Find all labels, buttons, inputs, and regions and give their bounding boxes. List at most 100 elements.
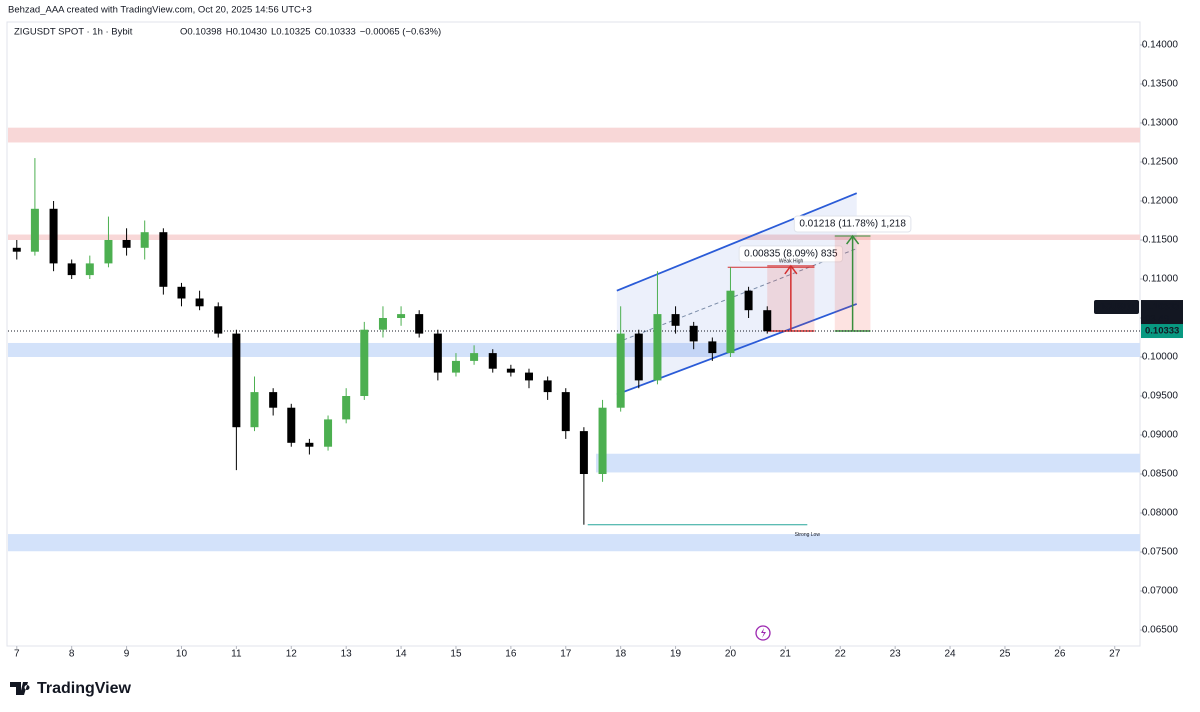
candle-body xyxy=(579,431,588,475)
y-tick-label: 0.14000 xyxy=(1142,40,1179,51)
x-tick-label: 7 xyxy=(14,649,20,660)
header: Behzad_AAA created with TradingView.com,… xyxy=(8,5,312,16)
candle-body xyxy=(451,360,460,373)
y-tick-label: 0.09500 xyxy=(1142,391,1179,402)
weak-high-label: Weak High xyxy=(779,259,804,265)
candle-body xyxy=(671,314,680,326)
ohlc-legend: −0.00065 (−0.63%) xyxy=(360,27,441,38)
y-tick-label: 0.09000 xyxy=(1142,430,1179,441)
footer-logo xyxy=(10,682,30,695)
candle-body xyxy=(598,407,607,475)
y-tick-label: 0.11500 xyxy=(1143,235,1179,246)
x-tick-label: 26 xyxy=(1054,649,1066,660)
candle-body xyxy=(378,317,387,330)
x-tick-label: 22 xyxy=(835,649,847,660)
candle-body xyxy=(744,290,753,311)
measure-arrowhead xyxy=(846,234,860,245)
zone xyxy=(8,127,1140,143)
x-tick-label: 11 xyxy=(231,649,242,660)
channel-fill xyxy=(616,193,857,395)
y-tick-label: 0.08000 xyxy=(1142,508,1179,519)
ohlc-legend: C0.10333 xyxy=(315,27,356,38)
candle-body xyxy=(543,380,552,393)
candle-body xyxy=(397,314,406,318)
x-tick-label: 19 xyxy=(670,649,682,660)
y-tick-label: 0.06500 xyxy=(1142,625,1179,636)
x-tick-label: 8 xyxy=(69,649,75,660)
candle-body xyxy=(726,290,735,354)
brand: TradingView xyxy=(37,680,132,697)
candle-body xyxy=(470,353,479,361)
strong-low-label: Strong Low xyxy=(795,532,821,538)
last-price-tag: 0.10333 xyxy=(1145,326,1179,337)
x-tick-label: 23 xyxy=(890,649,902,660)
y-tick-label: 0.13500 xyxy=(1142,79,1179,90)
candle-body xyxy=(232,333,241,428)
candle-body xyxy=(616,333,625,408)
candle-body xyxy=(305,442,314,447)
candle-body xyxy=(104,239,113,264)
candle-body xyxy=(488,353,497,369)
lightning-icon xyxy=(755,625,771,641)
candle-body xyxy=(269,392,278,408)
candle-body xyxy=(85,263,94,276)
candle-body xyxy=(250,392,259,428)
zone xyxy=(595,453,1140,473)
candle-body xyxy=(763,310,772,332)
x-tick-label: 20 xyxy=(725,649,737,660)
x-tick-label: 9 xyxy=(124,649,130,660)
channel-line xyxy=(616,192,858,292)
price-tag: 0.10333 xyxy=(1145,302,1179,313)
measure-arrowhead xyxy=(784,264,798,275)
candle-body xyxy=(360,329,369,397)
x-tick-label: 15 xyxy=(450,649,462,660)
ohlc-legend: L0.10325 xyxy=(271,27,311,38)
candle-body xyxy=(12,247,21,252)
y-tick-label: 0.12500 xyxy=(1142,157,1179,168)
x-tick-label: 25 xyxy=(999,649,1011,660)
x-tick-label: 24 xyxy=(944,649,956,660)
x-tick-label: 18 xyxy=(615,649,627,660)
ohlc-legend: O0.10398 xyxy=(180,27,222,38)
candle-body xyxy=(49,208,58,264)
y-tick-label: 0.11000 xyxy=(1143,274,1179,285)
candle-body xyxy=(708,341,717,354)
price-tag-bg xyxy=(1141,300,1183,328)
candle-body xyxy=(561,392,570,432)
ohlc-legend: H0.10430 xyxy=(226,27,267,38)
y-tick-label: 0.07500 xyxy=(1142,547,1179,558)
x-tick-label: 13 xyxy=(341,649,353,660)
candle-body xyxy=(506,368,515,373)
measure-label-bg xyxy=(793,215,912,233)
candle-body xyxy=(122,239,131,248)
y-tick-label: 0.08500 xyxy=(1142,469,1179,480)
x-tick-label: 16 xyxy=(505,649,517,660)
y-tick-label: 0.13000 xyxy=(1142,118,1179,129)
candle-body xyxy=(433,333,442,373)
candle-body xyxy=(689,325,698,342)
candle-body xyxy=(342,396,351,420)
countdown: 03:49 xyxy=(1145,314,1169,325)
x-tick-label: 21 xyxy=(780,649,792,660)
candle-body xyxy=(634,333,643,381)
candle-body xyxy=(195,298,204,307)
candle-body xyxy=(30,208,39,252)
x-tick-label: 12 xyxy=(286,649,298,660)
zone xyxy=(8,534,1140,552)
candle-body xyxy=(67,263,76,276)
symbol-tag: ZIGUSDT xyxy=(1096,301,1136,311)
candle-body xyxy=(415,314,424,334)
y-tick-label: 0.10000 xyxy=(1142,352,1179,363)
chart-title: ZIGUSDT SPOT · 1h · Bybit xyxy=(14,27,133,38)
candle-body xyxy=(287,407,296,443)
candle-body xyxy=(524,372,533,381)
candle-body xyxy=(159,232,168,287)
x-tick-label: 10 xyxy=(176,649,188,660)
measure-label: 0.00835 (8.09%) 835 xyxy=(744,249,838,260)
zone xyxy=(8,342,1140,358)
measure-label-bg xyxy=(738,245,844,263)
measure-label: 0.01218 (11.78%) 1,218 xyxy=(799,219,906,230)
symbol-tag-bg xyxy=(1094,300,1139,315)
candle-body xyxy=(324,419,333,447)
